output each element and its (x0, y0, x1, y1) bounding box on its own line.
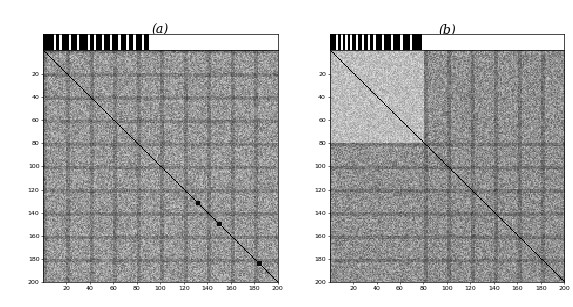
Text: (b): (b) (438, 24, 456, 37)
Text: (a): (a) (152, 24, 169, 37)
